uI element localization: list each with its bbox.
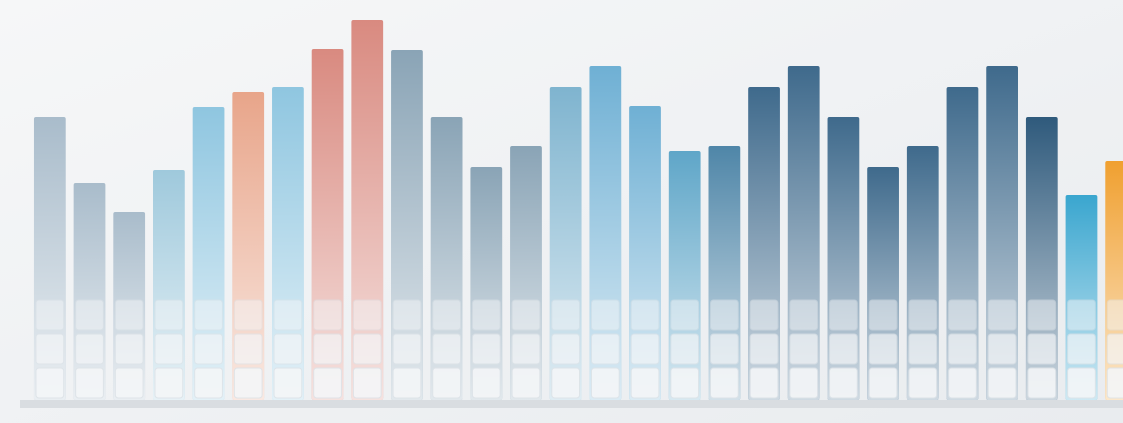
front-block	[114, 333, 144, 365]
front-block	[233, 333, 263, 365]
front-block	[987, 299, 1017, 331]
front-block	[35, 333, 65, 365]
front-block	[590, 333, 620, 365]
front-block	[987, 367, 1017, 399]
front-block	[908, 333, 938, 365]
front-block	[233, 367, 263, 399]
front-block	[1027, 333, 1057, 365]
front-block	[710, 367, 739, 399]
front-block	[1067, 367, 1096, 399]
front-block	[789, 299, 819, 331]
front-block	[590, 367, 620, 399]
front-block	[868, 299, 898, 331]
front-block	[551, 367, 581, 399]
front-block	[392, 299, 422, 331]
front-block	[75, 367, 104, 399]
bar-shade	[153, 170, 185, 400]
front-block	[313, 299, 342, 331]
front-block	[511, 367, 541, 399]
front-block	[948, 299, 977, 331]
front-block	[749, 333, 779, 365]
front-block	[114, 299, 144, 331]
front-block	[868, 367, 898, 399]
bar-shade	[470, 167, 503, 400]
front-block	[829, 299, 858, 331]
front-block	[114, 367, 144, 399]
front-block	[432, 299, 461, 331]
front-block	[789, 333, 819, 365]
front-block	[551, 333, 581, 365]
front-block	[670, 333, 700, 365]
front-block	[273, 333, 303, 365]
front-block	[233, 299, 263, 331]
front-block	[194, 299, 223, 331]
front-block	[154, 299, 184, 331]
front-block	[590, 299, 620, 331]
front-block	[749, 299, 779, 331]
front-block	[35, 367, 65, 399]
front-block	[1027, 299, 1057, 331]
front-block	[471, 333, 501, 365]
front-block	[313, 333, 342, 365]
front-block	[789, 367, 819, 399]
front-block	[352, 299, 382, 331]
front-block	[273, 367, 303, 399]
front-block	[670, 367, 700, 399]
floor	[20, 400, 1123, 408]
front-block	[1106, 367, 1123, 399]
front-block	[154, 367, 184, 399]
front-block	[432, 367, 461, 399]
front-block	[829, 367, 858, 399]
front-block	[749, 367, 779, 399]
front-block	[1106, 299, 1123, 331]
front-block	[511, 299, 541, 331]
front-block	[551, 299, 581, 331]
front-block	[35, 299, 65, 331]
front-block	[710, 299, 739, 331]
front-block	[75, 299, 104, 331]
plot-area	[33, 20, 1123, 400]
front-block	[1106, 333, 1123, 365]
front-block	[908, 367, 938, 399]
front-block	[630, 299, 660, 331]
front-block	[1067, 333, 1096, 365]
front-block	[710, 333, 739, 365]
front-block	[352, 367, 382, 399]
front-block	[392, 333, 422, 365]
front-block	[908, 299, 938, 331]
front-block	[630, 333, 660, 365]
front-block	[313, 367, 342, 399]
front-block	[194, 333, 223, 365]
front-block	[194, 367, 223, 399]
front-block	[829, 333, 858, 365]
front-block	[987, 333, 1017, 365]
front-block	[273, 299, 303, 331]
front-block	[511, 333, 541, 365]
bar-shade	[73, 183, 106, 400]
front-block	[471, 367, 501, 399]
front-block	[471, 299, 501, 331]
bar-shade	[867, 167, 899, 400]
front-block	[948, 333, 977, 365]
front-block	[670, 299, 700, 331]
front-block	[1027, 367, 1057, 399]
front-block	[948, 367, 977, 399]
front-block	[630, 367, 660, 399]
front-block	[432, 333, 461, 365]
front-block	[392, 367, 422, 399]
front-block	[352, 333, 382, 365]
front-block	[868, 333, 898, 365]
front-block	[154, 333, 184, 365]
front-block	[75, 333, 104, 365]
front-block	[1067, 299, 1096, 331]
